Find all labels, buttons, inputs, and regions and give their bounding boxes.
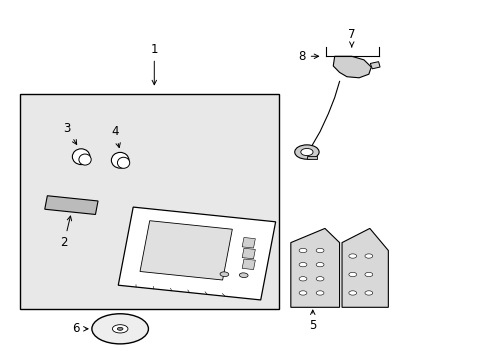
Ellipse shape xyxy=(299,262,306,267)
Ellipse shape xyxy=(348,273,356,276)
Ellipse shape xyxy=(364,291,372,295)
Polygon shape xyxy=(242,259,255,270)
Polygon shape xyxy=(242,238,255,248)
Text: 4: 4 xyxy=(111,125,120,148)
Polygon shape xyxy=(118,207,275,300)
Ellipse shape xyxy=(300,148,312,156)
Ellipse shape xyxy=(364,254,372,258)
Ellipse shape xyxy=(299,276,306,281)
Ellipse shape xyxy=(239,273,247,278)
Text: 8: 8 xyxy=(298,50,318,63)
Ellipse shape xyxy=(316,276,324,281)
Polygon shape xyxy=(290,228,339,307)
Ellipse shape xyxy=(348,291,356,295)
Polygon shape xyxy=(45,196,98,215)
Ellipse shape xyxy=(72,149,90,165)
Ellipse shape xyxy=(294,145,319,159)
Ellipse shape xyxy=(117,157,129,168)
Text: 5: 5 xyxy=(308,310,316,332)
Polygon shape xyxy=(306,156,316,159)
Ellipse shape xyxy=(348,254,356,258)
Polygon shape xyxy=(341,228,387,307)
Ellipse shape xyxy=(364,273,372,276)
Text: 2: 2 xyxy=(60,216,71,249)
Ellipse shape xyxy=(299,291,306,295)
Ellipse shape xyxy=(79,154,91,165)
Bar xyxy=(20,94,278,309)
Text: 1: 1 xyxy=(150,42,158,85)
Polygon shape xyxy=(140,221,232,280)
Ellipse shape xyxy=(316,248,324,253)
Polygon shape xyxy=(332,56,370,78)
Ellipse shape xyxy=(117,327,123,330)
Ellipse shape xyxy=(316,291,324,295)
Polygon shape xyxy=(242,248,255,259)
Ellipse shape xyxy=(220,272,228,276)
Polygon shape xyxy=(369,62,379,69)
Text: 3: 3 xyxy=(62,122,77,144)
Ellipse shape xyxy=(111,152,129,168)
Ellipse shape xyxy=(299,248,306,253)
Text: 7: 7 xyxy=(347,28,355,47)
Ellipse shape xyxy=(92,314,148,344)
Ellipse shape xyxy=(112,325,128,333)
Text: 6: 6 xyxy=(72,322,88,335)
Ellipse shape xyxy=(316,262,324,267)
